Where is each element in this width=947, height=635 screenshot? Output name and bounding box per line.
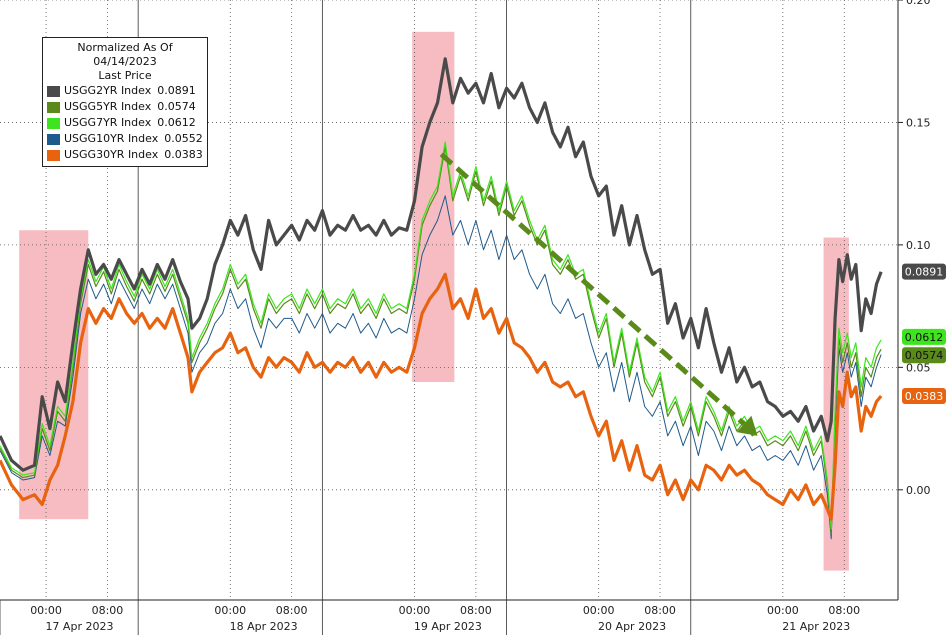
y-tick-label: 0.10 — [906, 239, 931, 252]
legend-item-usgg7yr: USGG7YR Index 0.0612 — [47, 115, 203, 131]
x-tick-label: 08:00 — [644, 604, 676, 617]
x-day-label: 18 Apr 2023 — [230, 620, 298, 633]
series-line-usgg2yr — [0, 57, 883, 472]
legend-series-last: 0.0552 — [164, 132, 203, 145]
legend-swatch — [47, 149, 60, 161]
series-line-usgg7yr — [0, 141, 882, 530]
legend-series-name: USGG30YR Index — [64, 148, 159, 161]
last-value-label: 0.0891 — [905, 266, 944, 279]
legend-series-name: USGG10YR Index — [64, 132, 159, 145]
trend-arrow-shaft — [439, 152, 746, 426]
series-line-usgg10yr — [0, 195, 882, 540]
legend-series-name: USGG7YR Index — [64, 116, 152, 129]
legend-series-last: 0.0574 — [157, 100, 196, 113]
axes — [0, 0, 903, 635]
trend-arrow-head — [736, 415, 758, 436]
x-tick-label: 08:00 — [460, 604, 492, 617]
legend-series-last: 0.0383 — [164, 148, 203, 161]
series-line-usgg30yr — [0, 272, 883, 521]
last-value-badge — [902, 328, 946, 345]
legend-swatch — [47, 133, 60, 145]
x-day-label: 17 Apr 2023 — [45, 620, 113, 633]
y-tick-label: 0.00 — [906, 484, 931, 497]
x-tick-label: 00:00 — [399, 604, 431, 617]
last-value-badge — [902, 347, 946, 364]
legend-swatch — [47, 101, 60, 113]
x-tick-label: 00:00 — [30, 604, 62, 617]
x-tick-label: 08:00 — [92, 604, 124, 617]
last-value-label: 0.0574 — [905, 349, 944, 362]
legend-series-name: USGG5YR Index — [64, 100, 152, 113]
series-line-usgg5yr — [0, 146, 882, 535]
legend-subtitle: Last Price — [98, 69, 152, 82]
x-tick-label: 08:00 — [276, 604, 308, 617]
legend-series-last: 0.0891 — [157, 84, 196, 97]
legend-item-usgg5yr: USGG5YR Index 0.0574 — [47, 99, 203, 115]
x-day-label: 20 Apr 2023 — [598, 620, 666, 633]
x-tick-label: 00:00 — [583, 604, 615, 617]
last-value-badge — [902, 388, 946, 404]
trend-arrow — [439, 152, 758, 436]
x-day-label: 19 Apr 2023 — [414, 620, 482, 633]
legend-item-usgg30yr: USGG30YR Index 0.0383 — [47, 147, 203, 163]
legend-swatch — [47, 85, 60, 97]
x-tick-label: 00:00 — [214, 604, 246, 617]
y-tick-labels: 0.20 0.15 0.10 0.05 0.00 — [906, 0, 931, 497]
x-tick-label: 00:00 — [767, 604, 799, 617]
legend-item-usgg10yr: USGG10YR Index 0.0552 — [47, 131, 203, 147]
y-tick-label: 0.20 — [906, 0, 931, 7]
legend-series-name: USGG2YR Index — [64, 84, 152, 97]
legend-series-last: 0.0612 — [157, 116, 196, 129]
series-lines — [0, 57, 883, 540]
x-tick-labels: 00:00 08:00 00:00 08:00 00:00 08:00 00:00 08:00… — [30, 604, 860, 633]
y-tick-label: 0.05 — [906, 361, 931, 374]
last-value-label: 0.0383 — [905, 390, 944, 403]
last-value-label: 0.0612 — [905, 331, 944, 344]
legend-swatch — [47, 117, 60, 129]
legend-title: Normalized As Of 04/14/2023 — [77, 41, 173, 68]
legend-item-usgg2yr: USGG2YR Index 0.0891 — [47, 83, 203, 99]
x-tick-label: 08:00 — [828, 604, 860, 617]
legend: Normalized As Of 04/14/2023 Last Price U… — [42, 37, 208, 167]
last-value-badges: 0.0612 0.0891 0.0574 0.0383 — [902, 263, 946, 404]
x-day-label: 21 Apr 2023 — [782, 620, 850, 633]
y-tick-label: 0.15 — [906, 116, 931, 129]
last-value-badge — [902, 263, 946, 280]
